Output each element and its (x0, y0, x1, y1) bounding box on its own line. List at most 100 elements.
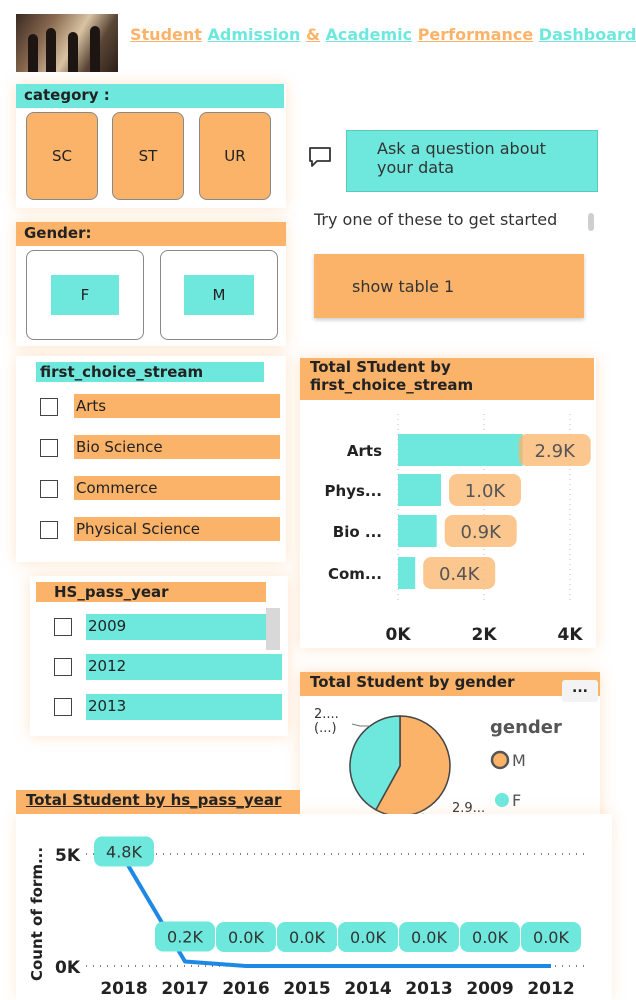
data-label-bg (277, 922, 337, 952)
bar-data-label: 0.4K (439, 564, 481, 585)
year-item-2009[interactable]: 2009 (86, 614, 270, 640)
gender-chart-title: Total Student by gender (300, 672, 600, 696)
x-tick-label: 2013 (405, 979, 452, 999)
qa-scrollbar[interactable] (588, 213, 594, 231)
suggestion-button[interactable]: show table 1 (314, 254, 584, 318)
category-label: category : (16, 84, 284, 108)
year-scrollbar[interactable] (266, 608, 280, 650)
line-data-label: 4.8K (106, 842, 142, 861)
line-data-label: 0.0K (289, 928, 325, 947)
stream-item-bio-science[interactable]: Bio Science (74, 435, 280, 459)
year-chart-title: Total Student by hs_pass_year (26, 791, 282, 809)
data-label-bg (399, 922, 459, 952)
data-label-bg (155, 921, 215, 952)
title-word: Admission (207, 25, 301, 44)
gender-option-m[interactable]: M (160, 250, 278, 340)
leader-line (351, 723, 370, 727)
year-label: HS_pass_year (54, 583, 169, 601)
line-data-label: 0.0K (472, 928, 508, 947)
stream-chart-card (300, 358, 596, 648)
category-option-ur[interactable]: UR (199, 112, 271, 200)
data-label-bg (423, 557, 496, 589)
x-tick-label: 0K (385, 625, 411, 645)
bar (398, 474, 441, 506)
data-label-bg (518, 434, 591, 466)
series-line (122, 857, 551, 968)
bar-category-label: Arts (347, 442, 382, 460)
gender-label: Gender: (16, 222, 286, 246)
legend-label-m: M (512, 751, 526, 770)
x-tick-label: 2K (471, 625, 497, 645)
gender-chart-card (300, 672, 600, 842)
title-word: Student (130, 25, 202, 44)
stream-label-bg (36, 362, 264, 382)
header-image (16, 14, 118, 72)
gender-option-f[interactable]: F (26, 250, 144, 340)
title-word: Academic (325, 25, 413, 44)
pie-slice-f (349, 715, 401, 811)
stream-item-arts[interactable]: Arts (74, 394, 280, 418)
bar-category-label: Com... (328, 565, 382, 583)
line-data-label: 0.0K (350, 928, 386, 947)
pie-label-large: 2.9... (452, 801, 485, 816)
stream-label: first_choice_stream (40, 363, 204, 381)
page-title: Student Admission & Academic Performance… (130, 25, 636, 44)
x-tick-label: 2017 (161, 979, 208, 999)
data-label-bg (94, 836, 154, 867)
ask-question-button[interactable]: Ask a question about your data (346, 130, 598, 192)
title-word: Dashboard (538, 25, 636, 44)
stream-item-physical-science[interactable]: Physical Science (74, 517, 280, 541)
legend-title: gender (490, 717, 562, 738)
bar (398, 434, 523, 466)
y-axis-label: Count of form... (28, 847, 46, 981)
x-tick-label: 4K (557, 625, 583, 645)
gender-option-label: F (51, 275, 119, 315)
line-data-label: 0.2K (167, 928, 203, 947)
year-label-bg (36, 582, 266, 602)
year-item-2013[interactable]: 2013 (86, 694, 282, 720)
bar-category-label: Bio ... (333, 523, 382, 541)
data-label-bg (521, 922, 581, 952)
legend-marker-m (490, 750, 510, 770)
bar-data-label: 2.9K (534, 441, 576, 462)
gender-option-label: M (184, 275, 254, 315)
more-options-button[interactable]: ... (562, 680, 598, 702)
x-tick-label: 2018 (100, 979, 147, 999)
checkbox[interactable] (40, 480, 58, 498)
year-line-chart: 0K 5K Count of form... 4.8K 2018 0.2K 2017 0.0K… (28, 836, 586, 999)
qa-hint: Try one of these to get started (314, 210, 558, 229)
bar-data-label: 1.0K (465, 481, 507, 502)
data-label-bg (338, 922, 398, 952)
data-label-bg (449, 474, 521, 506)
legend-marker-f (495, 793, 509, 807)
y-tick-label: 5K (55, 846, 81, 866)
data-label-bg (216, 922, 276, 952)
legend-label-f: F (512, 791, 521, 810)
x-tick-label: 2009 (466, 979, 513, 999)
bar (398, 557, 416, 589)
year-item-2012[interactable]: 2012 (86, 654, 282, 680)
data-label-bg (460, 922, 520, 952)
chat-icon (308, 146, 332, 168)
bar-data-label: 0.9K (460, 522, 502, 543)
checkbox[interactable] (54, 658, 72, 676)
category-option-st[interactable]: ST (112, 112, 184, 200)
checkbox[interactable] (54, 698, 72, 716)
category-option-sc[interactable]: SC (26, 112, 98, 200)
title-word: Performance (417, 25, 534, 44)
checkbox[interactable] (40, 521, 58, 539)
checkbox[interactable] (40, 439, 58, 457)
checkbox[interactable] (40, 398, 58, 416)
x-tick-label: 2012 (527, 979, 574, 999)
stream-chart-title: Total STudent by first_choice_stream (300, 358, 594, 400)
stream-item-commerce[interactable]: Commerce (74, 476, 280, 500)
bar-category-label: Phys... (325, 482, 382, 500)
x-tick-label: 2014 (344, 979, 391, 999)
pie-label-small: 2.... (314, 707, 339, 722)
x-tick-label: 2015 (283, 979, 330, 999)
checkbox[interactable] (54, 618, 72, 636)
line-data-label: 0.0K (228, 928, 264, 947)
x-tick-label: 2016 (222, 979, 269, 999)
pie-label-small-count: (...) (314, 721, 337, 736)
title-word: & (305, 25, 320, 44)
